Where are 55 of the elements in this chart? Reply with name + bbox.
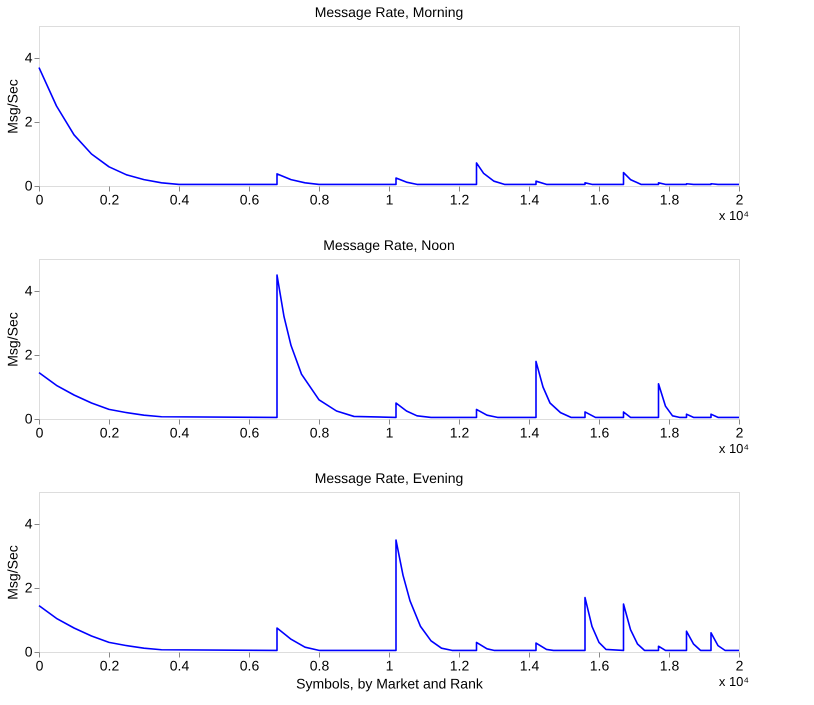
x-tick-label: 0.2 <box>100 424 120 440</box>
y-axis-title: Msg/Sec <box>4 545 21 600</box>
y-tick-label: 4 <box>24 282 33 298</box>
x-tick-label: 2 <box>736 424 744 440</box>
x-tick-label: 1 <box>386 192 394 208</box>
x-tick-label: 1.6 <box>590 424 610 440</box>
chart-title: Message Rate, Morning <box>314 4 464 20</box>
y-tick-label: 0 <box>24 644 33 660</box>
text: x 10⁴ <box>718 208 749 223</box>
x-tick-label: 1.6 <box>590 192 610 208</box>
x-tick-label: 0.2 <box>100 192 120 208</box>
line-series <box>38 274 740 418</box>
y-tick-label: 2 <box>24 580 33 596</box>
y-tick-label: 4 <box>24 516 33 532</box>
x-tick-label: 1.2 <box>450 658 470 674</box>
x-tick-label: 0.8 <box>310 192 330 208</box>
line-series <box>38 539 740 652</box>
x-tick-label: 1.2 <box>450 192 470 208</box>
x-tick-label: 1.8 <box>660 658 680 674</box>
y-tick-label: 4 <box>24 50 33 66</box>
x-tick-label: 1.4 <box>520 424 540 440</box>
x-tick-label: 1.8 <box>660 192 680 208</box>
x-tick-label: 2 <box>736 192 744 208</box>
x-tick-label: 2 <box>736 658 744 674</box>
x-tick-label: 0.4 <box>170 192 190 208</box>
x-tick-label: 1.8 <box>660 424 680 440</box>
text: x 10⁴ <box>718 441 749 456</box>
x-tick-label: 1 <box>386 424 394 440</box>
line-series <box>38 66 740 186</box>
chart-title: Message Rate, Evening <box>314 470 464 486</box>
x-tick-label: 0.4 <box>170 658 190 674</box>
x-tick-label: 1.4 <box>520 658 540 674</box>
x-tick-label: 0 <box>36 192 44 208</box>
y-tick-label: 2 <box>24 114 33 130</box>
y-axis-title: Msg/Sec <box>4 312 21 367</box>
x-tick-label: 0.6 <box>240 424 260 440</box>
x-tick-label: 1.6 <box>590 658 610 674</box>
x-tick-label: 0.8 <box>310 658 330 674</box>
x-tick-label: 0 <box>36 658 44 674</box>
x-tick-label: 1.2 <box>450 424 470 440</box>
y-tick-label: 2 <box>24 346 33 362</box>
y-tick-label: 0 <box>24 410 33 426</box>
x-tick-label: 0 <box>36 424 44 440</box>
x-tick-label: 1.4 <box>520 192 540 208</box>
x-tick-label: 1 <box>386 658 394 674</box>
y-axis-title: Msg/Sec <box>4 79 21 134</box>
text: x 10⁴ <box>718 674 749 689</box>
x-tick-label: 0.6 <box>240 192 260 208</box>
x-tick-label: 0.2 <box>100 658 120 674</box>
chart-title: Message Rate, Noon <box>323 237 455 253</box>
x-tick-label: 0.8 <box>310 424 330 440</box>
x-tick-label: 0.4 <box>170 424 190 440</box>
y-tick-label: 0 <box>24 178 33 194</box>
x-tick-label: 0.6 <box>240 658 260 674</box>
x-axis-title: Symbols, by Market and Rank <box>296 676 484 692</box>
